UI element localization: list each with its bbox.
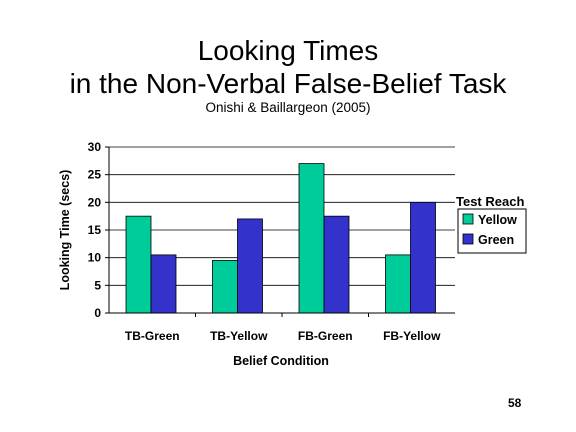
bar-yellow-tb-green xyxy=(125,215,152,314)
x-tick-label: FB-Green xyxy=(298,329,353,343)
tick-labels: 0 5 10 15 20 25 30 TB-Green TB-Yellow FB-Green FB-… xyxy=(88,140,441,343)
y-tick-label: 0 xyxy=(94,306,101,320)
bar-green-fb-green xyxy=(323,215,350,314)
title-line-2: in the Non-Verbal False-Belief Task xyxy=(69,68,507,99)
page-number: 58 xyxy=(508,396,522,410)
bar-green-tb-green xyxy=(150,254,177,314)
x-tick-label: TB-Green xyxy=(125,329,180,343)
bar-green-fb-yellow xyxy=(410,201,436,314)
legend-swatch-green xyxy=(462,233,474,245)
x-tick-label: FB-Yellow xyxy=(383,329,441,343)
axes xyxy=(105,146,455,317)
legend-box xyxy=(457,208,527,254)
y-tick-label: 30 xyxy=(88,140,102,154)
title-line-1: Looking Times xyxy=(197,35,379,66)
legend-label-green: Green xyxy=(478,233,514,247)
x-tick-label: TB-Yellow xyxy=(210,329,268,343)
bars xyxy=(125,163,436,314)
slide-title: Looking Times in the Non-Verbal False-Be… xyxy=(0,34,576,100)
y-tick-label: 10 xyxy=(88,251,102,265)
y-tick-label: 15 xyxy=(88,223,102,237)
x-axis-label: Belief Condition xyxy=(233,354,329,368)
y-axis-label: Looking Time (secs) xyxy=(58,170,72,291)
bar-yellow-tb-yellow xyxy=(212,260,238,314)
bar-yellow-fb-yellow xyxy=(385,254,411,314)
y-tick-label: 20 xyxy=(88,195,102,209)
y-tick-label: 25 xyxy=(88,168,102,182)
legend: Test Reach Yellow Green xyxy=(456,194,527,254)
bar-green-tb-yellow xyxy=(237,218,263,314)
legend-swatch-yellow xyxy=(462,213,474,225)
slide-subtitle: Onishi & Baillargeon (2005) xyxy=(205,100,371,115)
bar-yellow-fb-green xyxy=(298,163,325,314)
legend-label-yellow: Yellow xyxy=(478,213,517,227)
y-tick-label: 5 xyxy=(94,278,101,292)
legend-title: Test Reach xyxy=(456,194,524,209)
